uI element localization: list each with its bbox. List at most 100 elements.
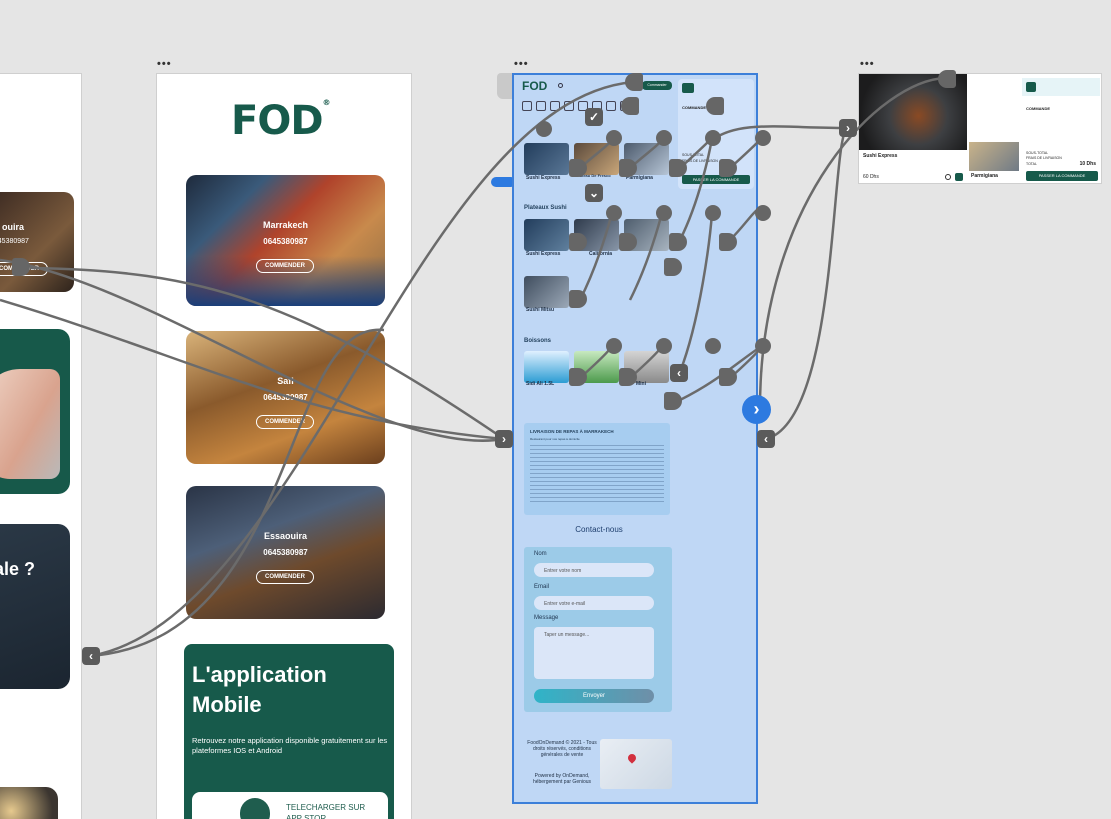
- app-description: Retrouvez notre application disponible g…: [192, 736, 388, 755]
- seo-line: Restaurant pour vos repas à domicile: [530, 437, 580, 441]
- connection-node[interactable]: [755, 205, 771, 221]
- chevron-right-icon[interactable]: ›: [839, 119, 857, 137]
- chevron-left-icon[interactable]: ‹: [670, 364, 688, 382]
- category-icon[interactable]: [606, 101, 616, 111]
- product-card[interactable]: [524, 143, 569, 175]
- connection-node[interactable]: [705, 130, 721, 146]
- connection-node[interactable]: [719, 159, 737, 177]
- restaurant-phone: 0645380987: [263, 548, 308, 557]
- email-input[interactable]: Entrer votre e-mail: [534, 596, 654, 610]
- desktop-page-frame[interactable]: FOD Commander COMMANDE SOUS-TOTAL FRAIS …: [512, 73, 758, 804]
- cart-title: COMMANDE: [682, 105, 706, 110]
- connection-node[interactable]: [705, 338, 721, 354]
- commander-button[interactable]: COMMENDER: [256, 415, 314, 429]
- section-title: Boissons: [524, 338, 552, 344]
- app-section: L'application Mobile Retrouvez notre app…: [184, 644, 394, 819]
- search-icon[interactable]: [558, 83, 563, 88]
- connection-node[interactable]: [669, 159, 687, 177]
- chevron-down-icon[interactable]: ⌄: [585, 184, 603, 202]
- connection-node[interactable]: [719, 233, 737, 251]
- connection-node[interactable]: [536, 121, 552, 137]
- frame-menu-dots[interactable]: •••: [514, 58, 529, 70]
- connection-node[interactable]: [669, 233, 687, 251]
- cart-sous-total: SOUS-TOTAL: [1026, 151, 1049, 155]
- connection-node[interactable]: [606, 130, 622, 146]
- product-card[interactable]: [524, 276, 569, 308]
- name-input[interactable]: Entrer votre nom: [534, 563, 654, 577]
- frame-menu-dots[interactable]: •••: [860, 58, 875, 70]
- chevron-left-icon[interactable]: ‹: [82, 647, 100, 665]
- message-input[interactable]: Taper un message...: [534, 627, 654, 679]
- connection-node[interactable]: [619, 368, 637, 386]
- cart-checkout-button[interactable]: PASSER LA COMMANDE: [682, 175, 750, 184]
- product-name: Sushi Mitsu: [526, 307, 555, 313]
- send-button[interactable]: Envoyer: [534, 689, 654, 703]
- secondary-dish-name: Parmigiana: [971, 173, 998, 179]
- desktop-logo: FOD: [522, 79, 548, 93]
- connection-node[interactable]: [706, 97, 724, 115]
- category-icon[interactable]: [564, 101, 574, 111]
- cart-checkout-button[interactable]: PASSER LA COMMANDE: [1026, 171, 1098, 181]
- checkmark-icon[interactable]: ✓: [585, 108, 603, 126]
- product-card[interactable]: [524, 219, 569, 251]
- restaurant-card-marrakech[interactable]: Marrakech 0645380987 COMMENDER: [186, 175, 385, 306]
- restaurant-card-partial[interactable]: ouira 0645380987 COMMENDER: [0, 192, 74, 292]
- connection-node[interactable]: [664, 392, 682, 410]
- product-name: Mini: [636, 381, 646, 387]
- connection-node[interactable]: [12, 258, 30, 276]
- left-partial-frame: ouira 0645380987 COMMENDER ale ? h: [0, 73, 82, 819]
- app-store-button[interactable]: TELECHARGER SUR APP STOR: [192, 792, 388, 819]
- apple-icon: [240, 798, 270, 819]
- app-title: L'application Mobile: [192, 662, 327, 717]
- commander-button[interactable]: COMMENDER: [256, 570, 314, 584]
- product-card[interactable]: [524, 351, 569, 383]
- store-button-label: TELECHARGER SUR APP STOR: [286, 803, 366, 819]
- cart-add-icon[interactable]: [955, 173, 963, 181]
- cart-total: TOTAL: [1026, 162, 1037, 166]
- connection-node[interactable]: [719, 368, 737, 386]
- cart-icon[interactable]: [1026, 82, 1036, 92]
- chevron-right-icon[interactable]: ›: [495, 430, 513, 448]
- chevron-left-icon[interactable]: ‹: [757, 430, 775, 448]
- cart-icon[interactable]: [682, 83, 694, 93]
- connection-node[interactable]: [619, 233, 637, 251]
- connection-node[interactable]: [664, 258, 682, 276]
- connection-node[interactable]: [621, 97, 639, 115]
- top-commander-button[interactable]: Commander: [642, 81, 672, 90]
- connection-node[interactable]: [625, 73, 643, 91]
- connection-node[interactable]: [755, 338, 771, 354]
- connection-node[interactable]: [656, 205, 672, 221]
- restaurant-card-safi[interactable]: Safi 0645380987 COMMENDER: [186, 331, 385, 464]
- connection-node[interactable]: [569, 368, 587, 386]
- connection-node[interactable]: [569, 290, 587, 308]
- dish-name: Sushi Express: [863, 153, 898, 159]
- restaurant-card-essaouira[interactable]: Essaouira 0645380987 COMMENDER: [186, 486, 385, 619]
- connection-node[interactable]: [569, 233, 587, 251]
- share-icon[interactable]: [945, 174, 951, 180]
- connection-node[interactable]: [938, 70, 956, 88]
- connection-node[interactable]: [606, 205, 622, 221]
- category-icon[interactable]: [550, 101, 560, 111]
- seo-title: LIVRAISON DE REPAS À MARRAKECH: [530, 429, 614, 434]
- commander-button[interactable]: COMMENDER: [256, 259, 314, 273]
- connection-node[interactable]: [755, 130, 771, 146]
- category-icon[interactable]: [536, 101, 546, 111]
- connection-node[interactable]: [619, 159, 637, 177]
- secondary-dish-photo: [969, 142, 1019, 171]
- next-arrow-button[interactable]: ›: [742, 395, 771, 424]
- footer-map[interactable]: [600, 739, 672, 789]
- cart-sous-total: SOUS-TOTAL: [682, 153, 705, 157]
- connection-node[interactable]: [656, 338, 672, 354]
- connection-node[interactable]: [569, 159, 587, 177]
- restaurant-phone: 0645380987: [263, 393, 308, 402]
- map-pin-icon: [626, 752, 638, 764]
- cart-total-value: 10 Dhs: [1079, 161, 1096, 167]
- connection-node[interactable]: [606, 338, 622, 354]
- connection-node[interactable]: [656, 130, 672, 146]
- product-name: Sushi Express: [526, 251, 561, 257]
- frame-menu-dots[interactable]: •••: [157, 58, 172, 70]
- connection-node[interactable]: [705, 205, 721, 221]
- section-title: Plateaux Sushi: [524, 205, 567, 211]
- restaurant-city: Safi: [277, 376, 294, 386]
- category-icon[interactable]: [522, 101, 532, 111]
